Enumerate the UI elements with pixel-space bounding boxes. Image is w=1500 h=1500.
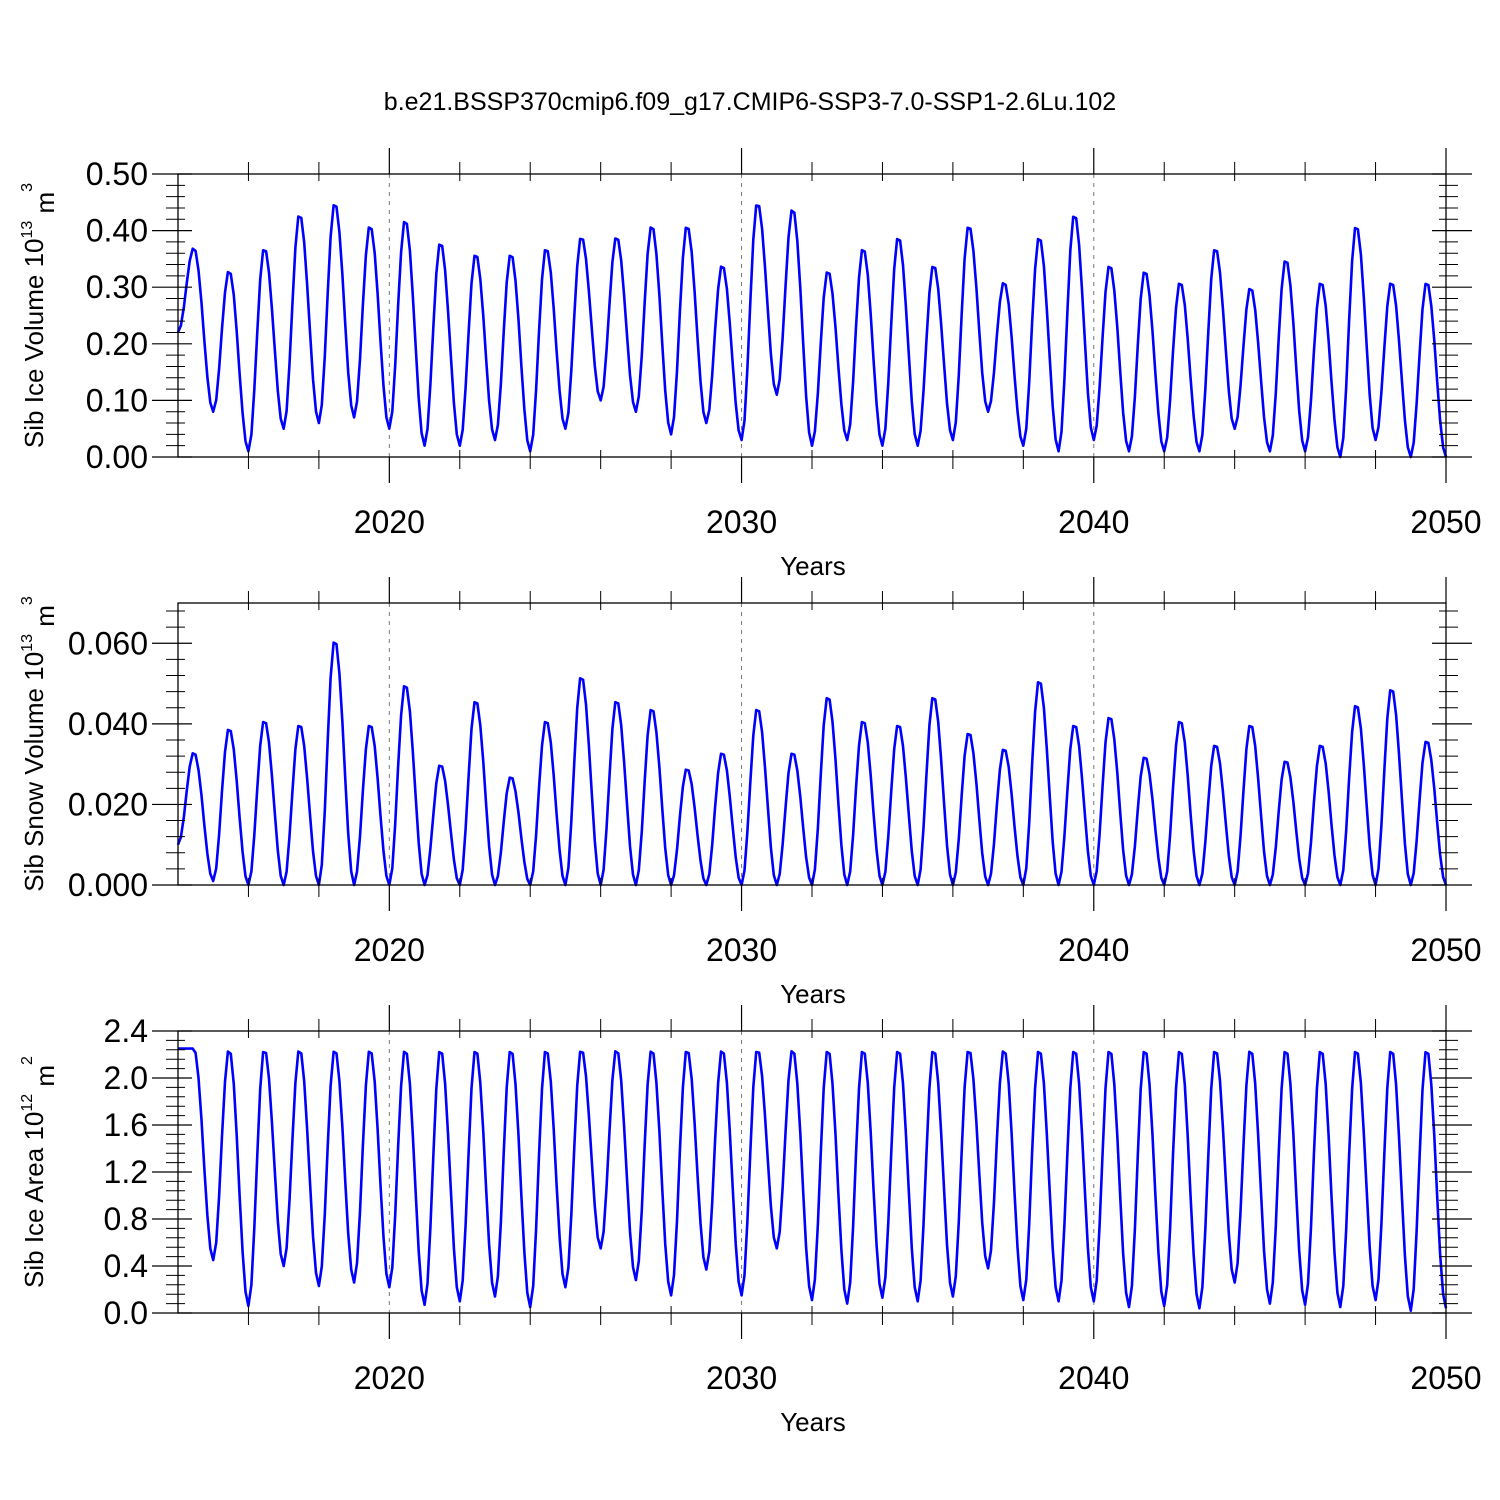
y-axis-title-ylabel-unit: m xyxy=(30,1065,60,1094)
y-axis-title: Sib Ice Volume 1013 m3 xyxy=(19,183,60,448)
y-axis-title-ylabel-unit-exp: 2 xyxy=(19,1056,36,1065)
y-axis-title-ylabel-exp: 13 xyxy=(19,634,36,652)
x-tick-label: 2050 xyxy=(1410,504,1481,540)
x-tick-label: 2030 xyxy=(706,504,777,540)
y-tick-label: 0.40 xyxy=(86,213,148,249)
x-tick-label: 2040 xyxy=(1058,932,1129,968)
panel-3: 0.0 0.4 0.8 1.2 1.6 2.0 2.4 2020 2030 2040 2050 Yea… xyxy=(19,1005,1482,1437)
y-tick-label: 1.2 xyxy=(104,1154,148,1190)
series-line-sib-ice-volume xyxy=(176,204,1448,459)
x-axis-title: Years xyxy=(780,1407,846,1437)
y-axis-title-ylabel: Sib Snow Volume 10 xyxy=(19,652,49,892)
x-axis-title: Years xyxy=(780,551,846,581)
x-tick-label: 2050 xyxy=(1410,932,1481,968)
figure-title: b.e21.BSSP370cmip6.f09_g17.CMIP6-SSP3-7.… xyxy=(384,88,1116,116)
x-tick-label: 2040 xyxy=(1058,1360,1129,1396)
y-tick-label: 0.0 xyxy=(104,1295,148,1331)
y-axis-title-ylabel-unit-exp: 3 xyxy=(19,183,36,192)
y-tick-label: 2.4 xyxy=(104,1013,148,1049)
x-axis-title: Years xyxy=(780,979,846,1009)
y-tick-label: 0.8 xyxy=(104,1201,148,1237)
y-axis-title-ylabel: Sib Ice Volume 10 xyxy=(19,239,49,449)
y-axis-title-ylabel-unit-exp: 3 xyxy=(19,596,36,605)
panels: 0.00 0.10 0.20 0.30 0.40 0.50 2020 2030 2040 2050… xyxy=(19,148,1482,1437)
x-tick-label: 2030 xyxy=(706,932,777,968)
x-tick-label: 2020 xyxy=(354,932,425,968)
panel-2: 0.000 0.020 0.040 0.060 2020 2030 2040 2050 Year… xyxy=(19,577,1482,1009)
y-tick-label: 0.30 xyxy=(86,269,148,305)
y-axis-title-ylabel-unit: m xyxy=(30,605,60,634)
y-tick-label: 0.4 xyxy=(104,1248,148,1284)
y-tick-label: 0.020 xyxy=(68,786,148,822)
x-tick-label: 2020 xyxy=(354,504,425,540)
y-tick-label: 2.0 xyxy=(104,1060,148,1096)
y-axis-title-ylabel-unit: m xyxy=(30,192,60,221)
y-tick-label: 1.6 xyxy=(104,1107,148,1143)
x-tick-label: 2020 xyxy=(354,1360,425,1396)
series-line-sib-ice-area xyxy=(178,1047,1448,1312)
y-axis-title: Sib Snow Volume 1013 m3 xyxy=(19,596,60,892)
y-tick-label: 0.060 xyxy=(68,625,148,661)
y-tick-label: 0.20 xyxy=(86,326,148,362)
x-tick-label: 2040 xyxy=(1058,504,1129,540)
y-tick-label: 0.10 xyxy=(86,382,148,418)
y-tick-label: 0.000 xyxy=(68,867,148,903)
panel-1: 0.00 0.10 0.20 0.30 0.40 0.50 2020 2030 2040 2050… xyxy=(19,148,1482,581)
y-tick-label: 0.50 xyxy=(86,156,148,192)
y-axis-title-ylabel-exp: 13 xyxy=(19,221,36,239)
x-tick-label: 2030 xyxy=(706,1360,777,1396)
y-tick-label: 0.00 xyxy=(86,439,148,475)
y-tick-label: 0.040 xyxy=(68,706,148,742)
y-axis-title-ylabel: Sib Ice Area 10 xyxy=(19,1112,49,1288)
y-axis-title: Sib Ice Area 1012 m2 xyxy=(19,1056,60,1288)
x-tick-label: 2050 xyxy=(1410,1360,1481,1396)
y-axis-title-ylabel-exp: 12 xyxy=(19,1094,36,1112)
